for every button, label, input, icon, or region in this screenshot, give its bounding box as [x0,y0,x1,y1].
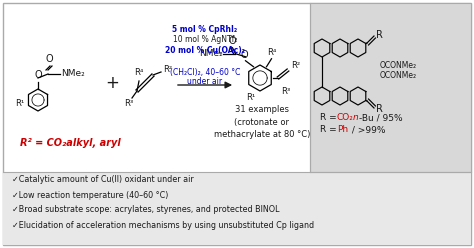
Text: R²: R² [163,65,172,74]
Text: 5 mol % CpRhI₂: 5 mol % CpRhI₂ [173,26,237,34]
Text: R³: R³ [124,99,134,108]
Text: O: O [228,36,237,46]
Text: R =: R = [320,125,339,134]
Text: R: R [376,30,383,40]
Text: O: O [45,54,53,64]
Text: R: R [376,104,383,114]
Text: O: O [34,70,42,80]
Text: R⁴: R⁴ [134,68,144,77]
Text: n: n [353,114,359,123]
Text: / >99%: / >99% [349,125,385,134]
Text: R² = CO₂alkyl, aryl: R² = CO₂alkyl, aryl [19,138,120,148]
Text: R²: R² [291,61,300,69]
Bar [310,3,471,172]
Text: R⁴: R⁴ [267,48,276,57]
Text: OCONMe₂: OCONMe₂ [380,62,417,70]
Text: 31 examples
(crotonate or
methacrylate at 80 °C): 31 examples (crotonate or methacrylate a… [214,105,310,139]
Text: R¹: R¹ [246,93,255,102]
Text: NMe₂: NMe₂ [61,69,85,79]
Text: ✓Broad substrate scope: acrylates, styrenes, and protected BINOL: ✓Broad substrate scope: acrylates, styre… [12,206,280,215]
Text: OCONMe₂: OCONMe₂ [380,71,417,81]
Text: -Bu / 95%: -Bu / 95% [359,114,402,123]
Text: 10 mol % AgNTf₂: 10 mol % AgNTf₂ [173,35,237,44]
Text: (CH₂Cl)₂, 40–60 °C: (CH₂Cl)₂, 40–60 °C [170,67,240,76]
Text: R¹: R¹ [15,98,24,107]
Text: O: O [241,50,248,60]
Text: R =: R = [320,114,339,123]
Text: R³: R³ [281,87,290,96]
Bar [3,172,471,245]
Text: under air: under air [187,77,223,87]
Text: 20 mol % Cu(OAc)₂: 20 mol % Cu(OAc)₂ [165,45,245,55]
Text: ✓Catalytic amount of Cu(II) oxidant under air: ✓Catalytic amount of Cu(II) oxidant unde… [12,176,194,185]
Text: CO₂: CO₂ [337,114,354,123]
Text: ✓Elucidation of acceleration mechanisms by using unsubstituted Cp ligand: ✓Elucidation of acceleration mechanisms … [12,220,314,229]
Text: Ph: Ph [337,125,348,134]
Text: NMe₂: NMe₂ [199,49,222,58]
Text: +: + [105,74,119,92]
Text: ✓Low reaction temperature (40–60 °C): ✓Low reaction temperature (40–60 °C) [12,190,168,199]
